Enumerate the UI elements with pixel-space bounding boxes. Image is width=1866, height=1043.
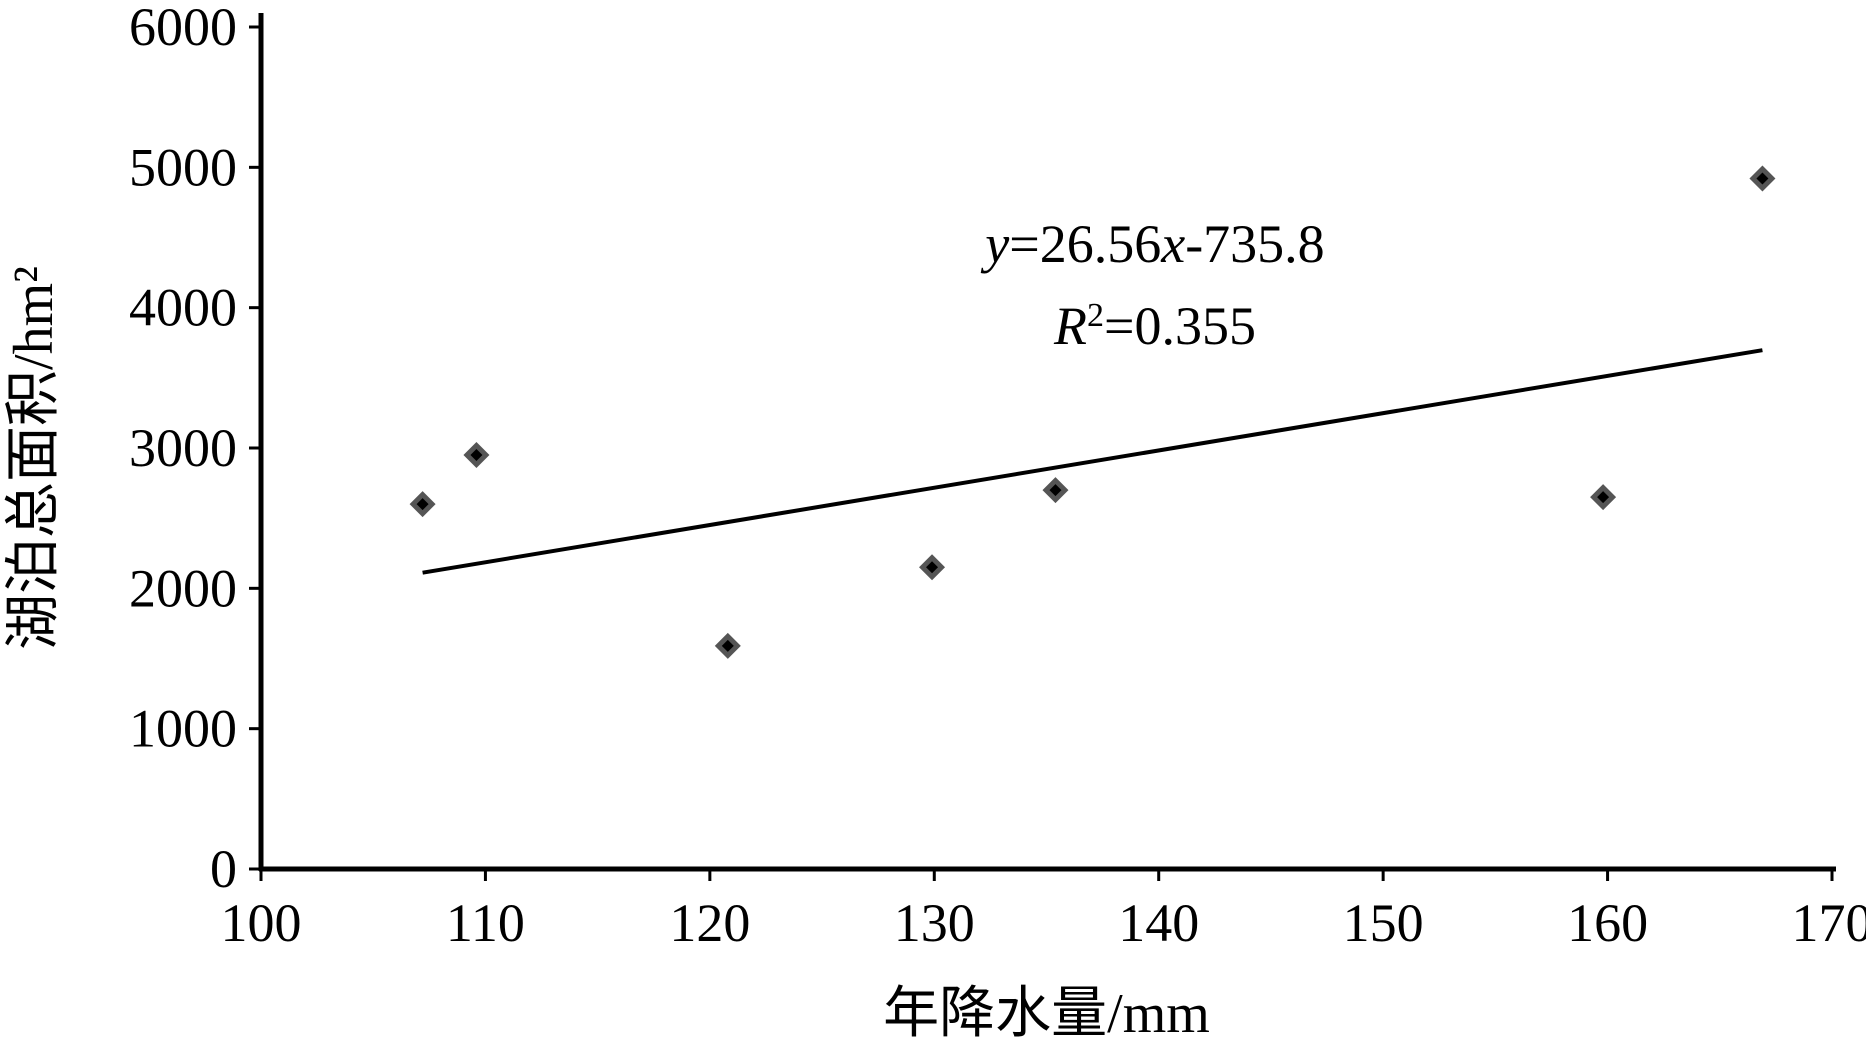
- y-axis-ticks: 0 1000 2000 3000 4000 5000 6000: [129, 0, 261, 899]
- r-squared-label: R2=0.355: [1053, 296, 1256, 356]
- x-tick-label: 120: [669, 893, 750, 953]
- data-point-core: [1756, 172, 1769, 185]
- x-tick-label: 150: [1343, 893, 1424, 953]
- trend-line: [422, 348, 1763, 575]
- data-point: [409, 491, 436, 518]
- y-tick-label: 0: [210, 839, 237, 899]
- x-axis-title: 年降水量/mm: [883, 983, 1210, 1043]
- y-tick-label: 2000: [129, 558, 237, 618]
- regression-equation: y=26.56x-735.8: [980, 214, 1324, 274]
- x-tick-label: 140: [1118, 893, 1199, 953]
- x-tick-label: 170: [1792, 893, 1866, 953]
- y-tick-label: 5000: [129, 137, 237, 197]
- equation-intercept: -735.8: [1185, 214, 1324, 274]
- x-axis-ticks: 100 110 120 130 140 150 160 170: [221, 869, 1866, 953]
- data-point: [714, 632, 741, 659]
- data-points: [409, 165, 1776, 659]
- y-tick-label: 3000: [129, 418, 237, 478]
- data-point: [919, 554, 946, 581]
- data-point-core: [721, 639, 734, 652]
- y-tick-label: 1000: [129, 699, 237, 759]
- data-point: [1042, 477, 1069, 504]
- data-point: [463, 442, 490, 469]
- data-point-core: [926, 561, 939, 574]
- data-point: [1590, 484, 1617, 511]
- data-point-core: [1049, 484, 1062, 497]
- y-axis-title: 湖泊总面积/hm²: [3, 266, 65, 650]
- r2-symbol: R: [1053, 296, 1087, 356]
- data-point-core: [1597, 491, 1610, 504]
- equation-y-symbol: y: [980, 214, 1009, 274]
- r2-superscript: 2: [1087, 297, 1104, 334]
- y-tick-label: 4000: [129, 278, 237, 338]
- x-tick-label: 130: [894, 893, 975, 953]
- y-tick-label: 6000: [129, 0, 237, 57]
- r2-value: =0.355: [1104, 296, 1256, 356]
- data-point: [1749, 165, 1776, 192]
- x-tick-label: 100: [221, 893, 302, 953]
- data-point-core: [470, 449, 483, 462]
- x-tick-label: 110: [446, 893, 525, 953]
- x-tick-label: 160: [1567, 893, 1648, 953]
- data-point-core: [416, 498, 429, 511]
- equation-slope: =26.56: [1009, 214, 1161, 274]
- equation-x-symbol: x: [1160, 214, 1185, 274]
